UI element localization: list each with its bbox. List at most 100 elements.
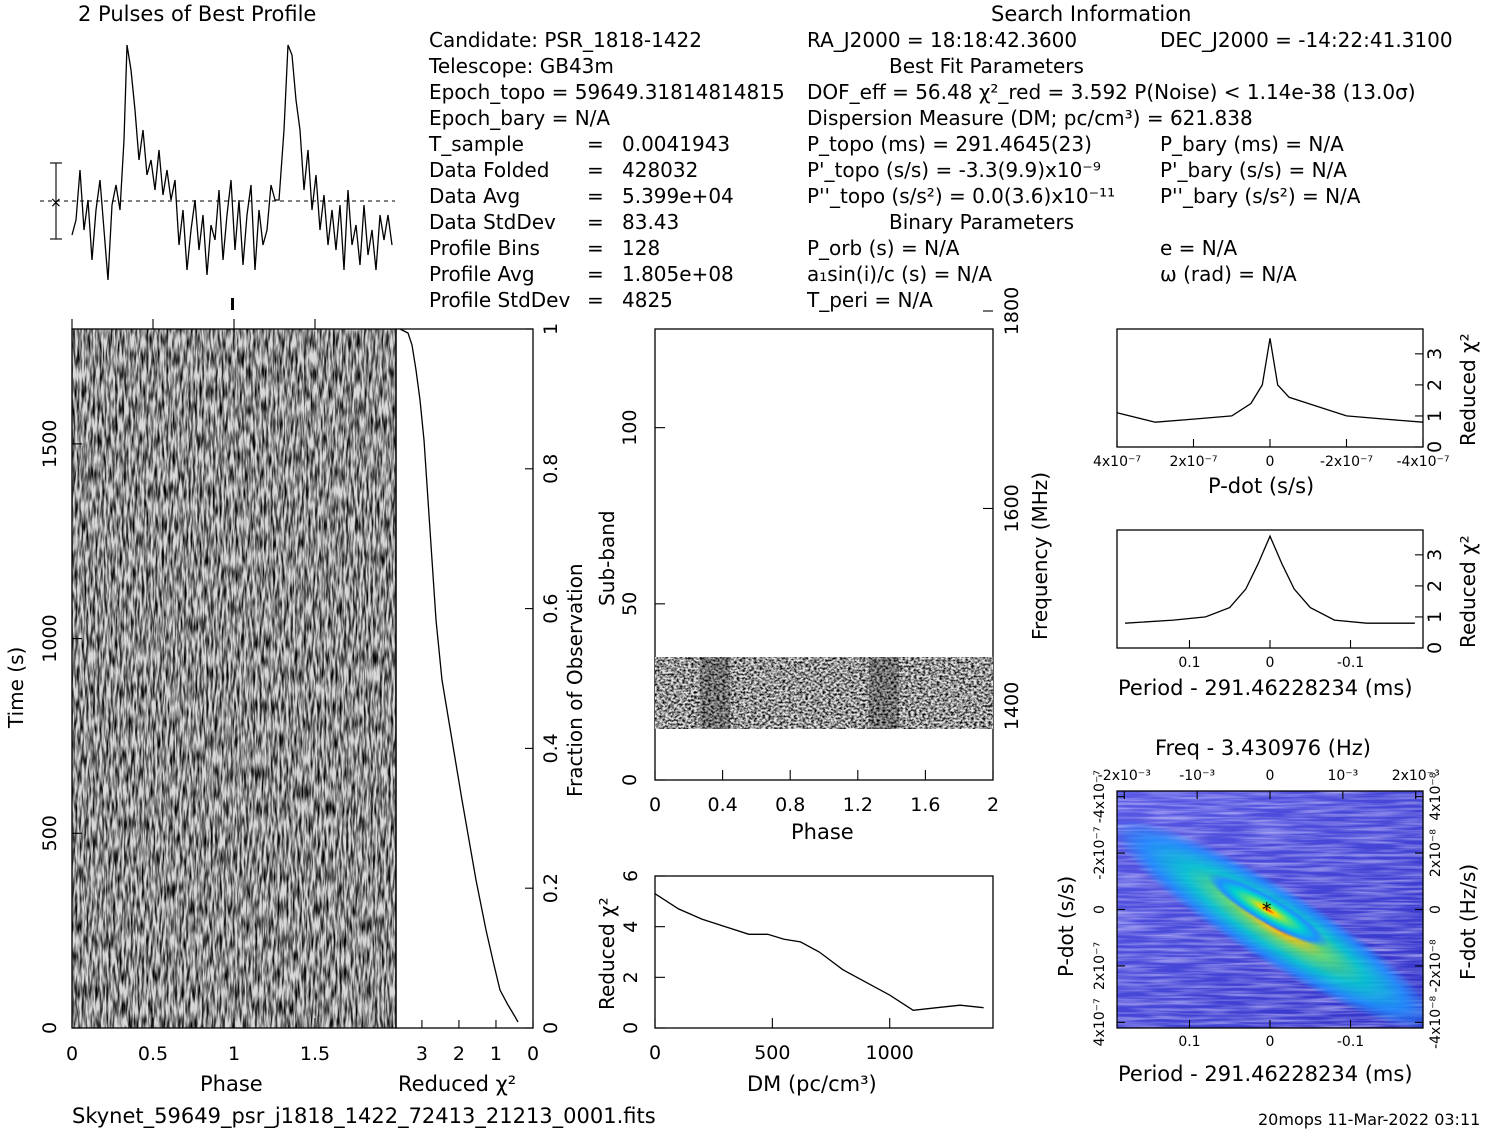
time-phase-xtick-label: 0	[66, 1043, 78, 1065]
pdot-ylabel: Reduced χ²	[1456, 333, 1480, 446]
epoch-bary-text: Epoch_bary = N/A	[429, 106, 611, 130]
subband-xtick-label: 0.4	[707, 794, 737, 816]
ppdot-x2tick-label: 0	[1266, 768, 1275, 784]
p-pdot-plane: *	[1116, 790, 1424, 1029]
omega-text: ω (rad) = N/A	[1160, 262, 1297, 286]
subband-ylabel: Sub-band	[595, 510, 619, 606]
subband-xtick-label: 1.2	[843, 794, 873, 816]
time-chi2-ytick-label: 0.2	[540, 873, 562, 903]
time-chi2-ytick-label: 0	[540, 1022, 562, 1034]
param-equals: =	[587, 210, 604, 234]
time-phase-ytick-label: 0	[39, 1022, 61, 1034]
param-name: Profile Bins	[429, 236, 540, 260]
fdot-ylabel: F-dot (Hz/s)	[1456, 863, 1480, 980]
dm-ytick-label: 0	[620, 1022, 642, 1034]
telescope-text: Telescope: GB43m	[429, 54, 614, 78]
param-equals: =	[587, 184, 604, 208]
param-value: 128	[622, 236, 661, 260]
subband-xtick-label: 1.6	[910, 794, 940, 816]
profile-chart: ×	[40, 44, 395, 310]
time-chi2-xtick-label: 0	[527, 1043, 539, 1065]
binary-title: Binary Parameters	[889, 210, 1075, 234]
time-chi2-ytick-label: 0.8	[540, 454, 562, 484]
param-equals: =	[587, 262, 604, 286]
time-chi2-ylabel: Fraction of Observation	[563, 563, 587, 797]
param-name: Data Folded	[429, 158, 550, 182]
ppdot-xtick-label: -0.1	[1337, 1034, 1364, 1050]
ppdot-xtick-label: 0	[1266, 1034, 1275, 1050]
t-peri-text: T_peri = N/A	[807, 288, 933, 312]
frequency-ytick-label: 1400	[1001, 682, 1023, 730]
time-chi2-xtick-label: 3	[416, 1043, 428, 1065]
pdd-topo-text: P''_topo (s/s²) = 0.0(3.6)x10⁻¹¹	[807, 184, 1116, 208]
frequency-ytick-label: 1600	[1001, 484, 1023, 532]
time-chi2-ytick-label: 1	[540, 323, 562, 335]
p-topo-text: P_topo (ms) = 291.4645(23)	[807, 132, 1092, 156]
subband-ytick-label: 50	[619, 592, 641, 616]
frequency-ytick-label: 1800	[1001, 287, 1023, 335]
ppdot-x2tick-label: 2x10⁻³	[1392, 768, 1440, 784]
profile-marker: ×	[50, 195, 62, 211]
time-phase-ytick-label: 1000	[39, 614, 61, 662]
filename-text: Skynet_59649_psr_j1818_1422_72413_21213_…	[72, 1104, 656, 1128]
param-name: Profile StdDev	[429, 288, 571, 312]
ppdot-x2tick-label: -2x10⁻³	[1098, 768, 1151, 784]
time-chi2-xlabel: Reduced χ²	[398, 1072, 517, 1096]
period-ylabel: Reduced χ²	[1456, 535, 1480, 648]
best-fit-title: Best Fit Parameters	[889, 54, 1084, 78]
ppdot-ytick-label: 2x10⁻⁷	[1092, 942, 1108, 990]
time-phase-xtick-label: 1.5	[300, 1043, 330, 1065]
pdot-xtick-label: 0	[1266, 454, 1275, 470]
profile-title: 2 Pulses of Best Profile	[78, 2, 317, 26]
param-equals: =	[587, 236, 604, 260]
ppdot-title: Freq - 3.430976 (Hz)	[1155, 736, 1371, 760]
time-chi2-ytick-label: 0.4	[540, 733, 562, 763]
pdot-ytick-label: 3	[1424, 348, 1446, 360]
dm-chi2-chart	[654, 875, 994, 1029]
candidate-text: Candidate: PSR_1818-1422	[429, 28, 703, 52]
time-chi2-curve	[399, 328, 519, 1023]
dm-text: Dispersion Measure (DM; pc/cm³) = 621.83…	[807, 106, 1253, 130]
param-value: 0.0041943	[622, 132, 731, 156]
time-chi2-chart	[395, 328, 534, 1029]
time-phase-ylabel: Time (s)	[4, 646, 28, 728]
param-name: Data Avg	[429, 184, 521, 208]
param-equals: =	[587, 288, 604, 312]
pdot-chi2-curve	[1116, 338, 1424, 423]
pd-topo-text: P'_topo (s/s) = -3.3(9.9)x10⁻⁹	[807, 158, 1101, 182]
ppdot-y2tick-label: 2x10⁻⁸	[1428, 829, 1444, 877]
pdd-bary-text: P''_bary (s/s²) = N/A	[1160, 184, 1361, 208]
subband-xlabel: Phase	[791, 820, 854, 844]
time-phase-xtick-label: 1	[228, 1043, 240, 1065]
time-phase-xlabel: Phase	[200, 1072, 263, 1096]
ppdot-x2tick-label: 10⁻³	[1327, 768, 1358, 784]
pdot-ytick-label: 0	[1424, 441, 1446, 453]
pdot-xlabel: P-dot (s/s)	[1208, 474, 1315, 498]
ppdot-ylabel: P-dot (s/s)	[1054, 875, 1078, 977]
time-phase-ytick-label: 1500	[39, 420, 61, 468]
ra-text: RA_J2000 = 18:18:42.3600	[807, 28, 1078, 52]
param-value: 5.399e+04	[622, 184, 734, 208]
time-phase-heatmap	[71, 328, 397, 1029]
ppdot-ytick-label: -4x10⁻⁷	[1092, 770, 1108, 823]
param-equals: =	[587, 132, 604, 156]
param-equals: =	[587, 158, 604, 182]
p-bary-text: P_bary (ms) = N/A	[1160, 132, 1344, 156]
period-chi2-chart	[1116, 529, 1424, 649]
ecc-text: e = N/A	[1160, 236, 1238, 260]
dm-chi2-curve	[654, 893, 984, 1011]
ppdot-xtick-label: 0.1	[1178, 1034, 1200, 1050]
period-xlabel: Period - 291.46228234 (ms)	[1118, 676, 1413, 700]
dm-ylabel: Reduced χ²	[595, 897, 619, 1010]
param-name: T_sample	[429, 132, 524, 156]
epoch-topo-text: Epoch_topo = 59649.31814814815	[429, 80, 785, 104]
period-xtick-label: -0.1	[1337, 655, 1364, 671]
subband-ytick-label: 100	[619, 410, 641, 446]
search-info-title: Search Information	[991, 2, 1192, 26]
param-value: 428032	[622, 158, 699, 182]
param-name: Data StdDev	[429, 210, 556, 234]
subband-ytick-label: 0	[619, 774, 641, 786]
ppdot-ytick-label: 0	[1092, 905, 1108, 914]
param-value: 83.43	[622, 210, 680, 234]
